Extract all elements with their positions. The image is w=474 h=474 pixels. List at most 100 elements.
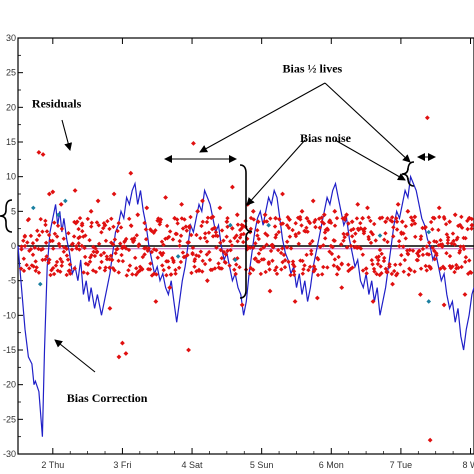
bias-noise-brace-left (0, 199, 13, 233)
residual-point (284, 239, 290, 244)
residual-point (442, 266, 447, 271)
residual-point (321, 212, 327, 218)
residual-point (364, 271, 369, 276)
y-tick-label: -10 (3, 310, 16, 320)
residual-point (235, 239, 240, 244)
residual-point (200, 258, 205, 264)
residual-point (24, 262, 29, 268)
residual-point (445, 237, 451, 243)
residual-point (113, 251, 118, 256)
residual-point (268, 216, 273, 221)
residual-point (440, 242, 445, 247)
residual-point (43, 257, 48, 262)
residual-point (387, 264, 392, 269)
residual-point (468, 270, 474, 275)
residual-point (107, 306, 113, 311)
residual-point (58, 202, 64, 207)
residual-point (79, 243, 85, 249)
residual-point (424, 268, 429, 273)
residual-point (180, 226, 186, 231)
residual-point (57, 244, 63, 249)
residual-point (116, 258, 121, 264)
residual-point (58, 269, 63, 274)
residual-point (353, 231, 358, 236)
residual-point (351, 226, 356, 232)
residual-point (28, 233, 34, 239)
residual-point (420, 246, 426, 252)
residual-point (88, 208, 94, 214)
highlight-point (228, 222, 233, 228)
residual-point (349, 234, 355, 239)
residual-point (185, 252, 190, 258)
residual-point (418, 236, 423, 242)
residual-point (332, 208, 338, 214)
residual-point (91, 249, 96, 254)
residual-point (381, 258, 387, 264)
residual-point (255, 219, 261, 225)
residual-point (292, 264, 297, 269)
residual-point (27, 266, 32, 271)
residual-point (239, 302, 245, 308)
residual-point (342, 217, 348, 222)
residual-point (186, 347, 191, 353)
residual-point (158, 217, 164, 223)
residual-point (237, 265, 242, 270)
residual-point (267, 288, 273, 294)
residual-point (32, 245, 37, 250)
x-tick-label: 6 Mon (319, 460, 344, 470)
bias-noise-arrow (246, 139, 306, 206)
residual-point (74, 219, 80, 225)
residual-point (463, 235, 468, 241)
residual-point (142, 252, 147, 257)
residual-point (234, 212, 240, 218)
residual-point (452, 269, 457, 275)
residual-point (342, 234, 347, 240)
residual-point (437, 214, 442, 220)
residual-point (161, 250, 166, 256)
residual-point (275, 247, 281, 253)
residual-point (256, 251, 262, 256)
residual-point (96, 223, 101, 228)
residual-point (266, 261, 272, 267)
residual-point (89, 252, 94, 258)
residual-point (36, 270, 42, 275)
residual-point (251, 217, 257, 222)
residual-point (44, 229, 50, 234)
residual-point (76, 241, 81, 246)
residual-point (248, 215, 254, 221)
residual-point (349, 219, 355, 225)
residual-point (205, 215, 211, 220)
residual-point (256, 236, 261, 242)
residual-point (445, 235, 451, 240)
residual-point (94, 250, 100, 255)
residual-point (416, 249, 421, 254)
residual-point (395, 202, 401, 207)
residual-point (462, 292, 468, 297)
residual-point (207, 257, 213, 263)
residual-point (458, 244, 463, 249)
residual-point (321, 264, 326, 270)
residual-point (161, 242, 166, 248)
residual-point (467, 258, 472, 263)
residual-point (354, 216, 360, 221)
residual-point (144, 205, 150, 211)
residual-point (338, 242, 344, 247)
residual-point (33, 259, 38, 264)
residuals-arrow (61, 119, 73, 151)
residual-point (122, 238, 128, 244)
residual-point (270, 258, 275, 263)
residual-point (215, 233, 220, 239)
residual-point (55, 223, 61, 228)
residual-point (204, 252, 210, 257)
residual-point (69, 247, 75, 252)
residual-point (38, 216, 43, 222)
residual-point (385, 216, 390, 221)
residual-point (258, 271, 264, 277)
residual-point (379, 271, 384, 276)
residual-point (83, 233, 88, 238)
residual-point (280, 191, 285, 197)
residual-point (165, 259, 171, 264)
residual-point (390, 281, 395, 287)
residual-point (292, 299, 298, 304)
residual-point (225, 215, 230, 221)
